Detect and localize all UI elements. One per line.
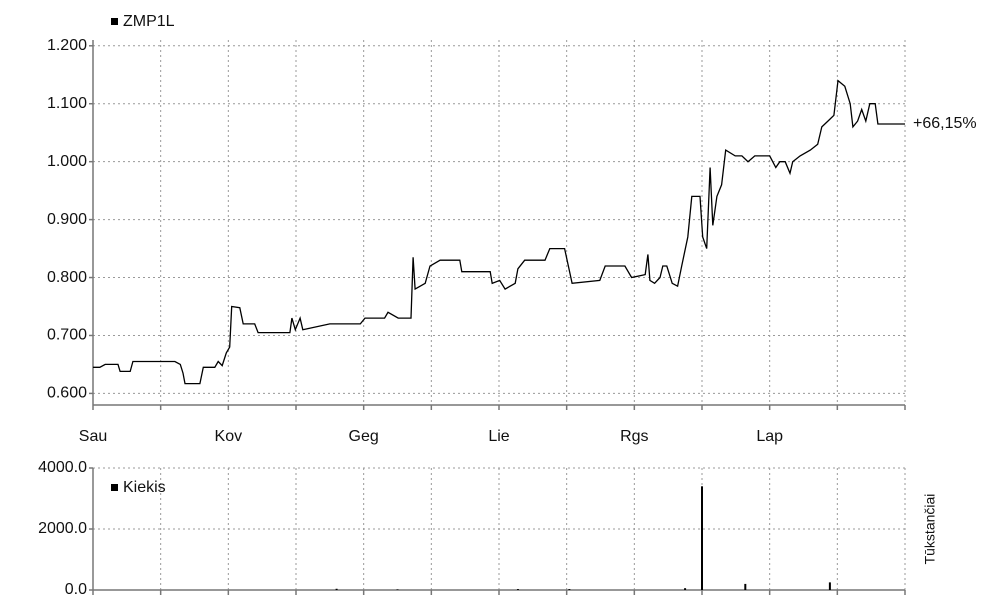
volume-bar bbox=[396, 589, 399, 590]
y-tick-label: 2000.0 bbox=[38, 520, 87, 537]
x-tick-label: Lap bbox=[756, 428, 783, 445]
volume-bar bbox=[701, 486, 703, 590]
y-tick-label: 0.600 bbox=[47, 385, 87, 402]
x-tick-label: Kov bbox=[215, 428, 243, 445]
volume-bar bbox=[568, 589, 571, 590]
x-tick-label: Geg bbox=[349, 428, 379, 445]
y-tick-label: 1.200 bbox=[47, 37, 87, 54]
legend-swatch bbox=[111, 18, 118, 25]
legend-label: Kiekis bbox=[123, 479, 166, 496]
y-tick-label: 0.900 bbox=[47, 211, 87, 228]
x-tick-label: Rgs bbox=[620, 428, 648, 445]
volume-bar bbox=[744, 583, 747, 590]
y-axis-label: Tūkstančiai bbox=[922, 494, 938, 565]
y-tick-label: 0.800 bbox=[47, 269, 87, 286]
y-tick-label: 1.100 bbox=[47, 95, 87, 112]
change-annotation: +66,15% bbox=[913, 115, 977, 132]
x-tick-label: Sau bbox=[79, 428, 107, 445]
volume-bar bbox=[335, 588, 338, 590]
volume-bar bbox=[828, 582, 831, 590]
price-line bbox=[93, 79, 905, 385]
y-tick-label: 0.0 bbox=[65, 581, 87, 597]
volume-bar bbox=[684, 588, 687, 590]
y-tick-label: 4000.0 bbox=[38, 459, 87, 476]
x-tick-label: Lie bbox=[488, 428, 509, 445]
y-tick-label: 1.000 bbox=[47, 153, 87, 170]
legend-label: ZMP1L bbox=[123, 13, 175, 30]
y-tick-label: 0.700 bbox=[47, 327, 87, 344]
volume-bar bbox=[516, 589, 519, 590]
legend-swatch bbox=[111, 484, 118, 491]
